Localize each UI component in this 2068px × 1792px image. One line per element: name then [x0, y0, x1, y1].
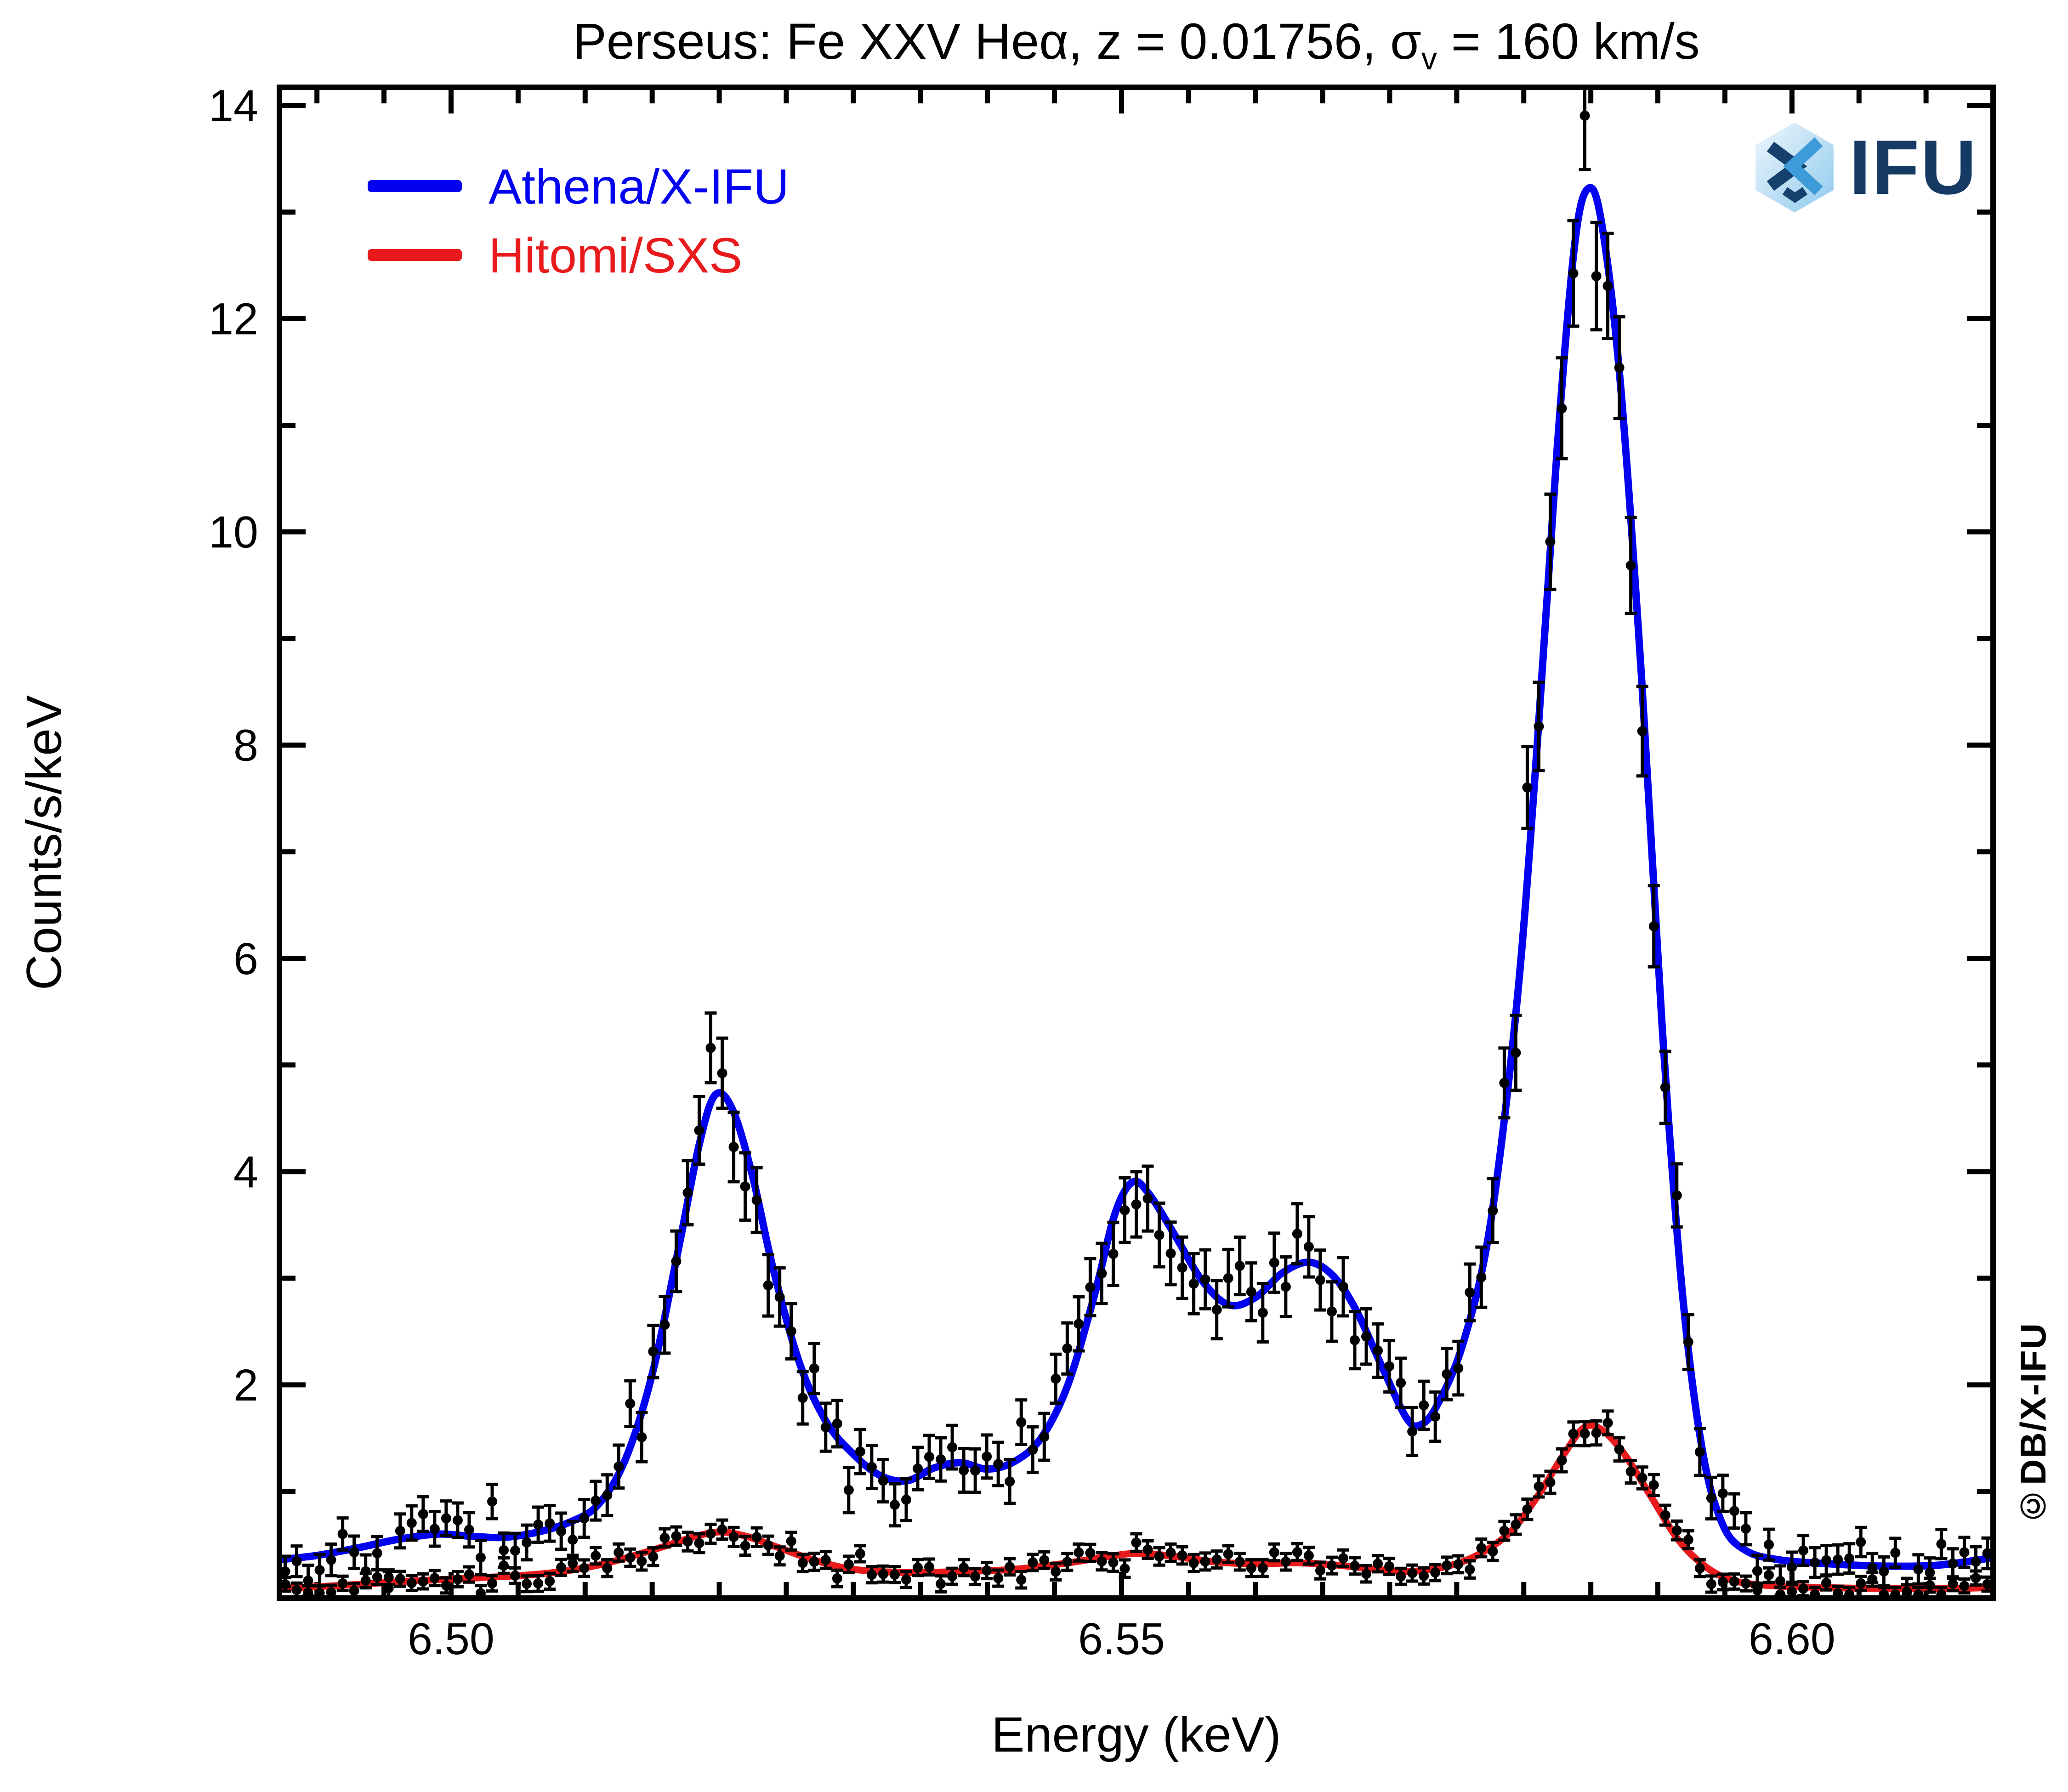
xifu-logo-icon	[1756, 122, 1834, 213]
y-axis-label: Counts/s/keV	[16, 695, 72, 991]
y-tick-label: 6	[233, 934, 258, 984]
plot-frame	[277, 85, 1996, 1601]
chart-title-subscript: v	[1421, 41, 1437, 76]
y-tick-label: 12	[209, 294, 258, 344]
chart-title-suffix: = 160 km/s	[1437, 13, 1700, 70]
legend: Athena/X-IFU Hitomi/SXS	[368, 152, 789, 289]
y-tick-label: 2	[233, 1360, 258, 1410]
chart-title-text: Perseus: Fe XXV Heα, z = 0.01756, σ	[573, 13, 1421, 70]
watermark-credit: ©DB/X-IFU	[2013, 1322, 2053, 1526]
xifu-logo: IFU	[1746, 116, 1978, 219]
y-tick-label: 10	[209, 507, 258, 557]
y-tick-label: 4	[233, 1147, 258, 1197]
xifu-line-swatch	[368, 180, 462, 192]
x-tick-label: 6.50	[408, 1614, 494, 1664]
axis-ticks	[282, 90, 1996, 1596]
y-tick-labels: 2 4 6 8 10 12 14	[209, 80, 258, 1410]
legend-label-sxs: Hitomi/SXS	[489, 227, 743, 283]
x-axis-label: Energy (keV)	[991, 1707, 1281, 1762]
legend-label-xifu: Athena/X-IFU	[489, 158, 790, 214]
sxs-data-points	[282, 1409, 1990, 1595]
legend-item-xifu: Athena/X-IFU	[368, 152, 789, 221]
chart-title: Perseus: Fe XXV Heα, z = 0.01756, σv = 1…	[279, 7, 1993, 76]
x-tick-labels: 6.50 6.55 6.60	[408, 1614, 1835, 1664]
y-tick-label: 8	[233, 720, 258, 771]
xifu-model-curve	[282, 184, 1990, 1570]
xifu-data-points	[282, 90, 1990, 1595]
plot-data	[282, 90, 1990, 1595]
y-tick-label: 14	[209, 80, 258, 130]
x-tick-label: 6.60	[1749, 1614, 1835, 1664]
xifu-logo-text: IFU	[1849, 124, 1978, 210]
x-tick-label: 6.55	[1078, 1614, 1165, 1664]
legend-item-sxs: Hitomi/SXS	[368, 221, 789, 289]
sxs-line-swatch	[368, 249, 462, 261]
